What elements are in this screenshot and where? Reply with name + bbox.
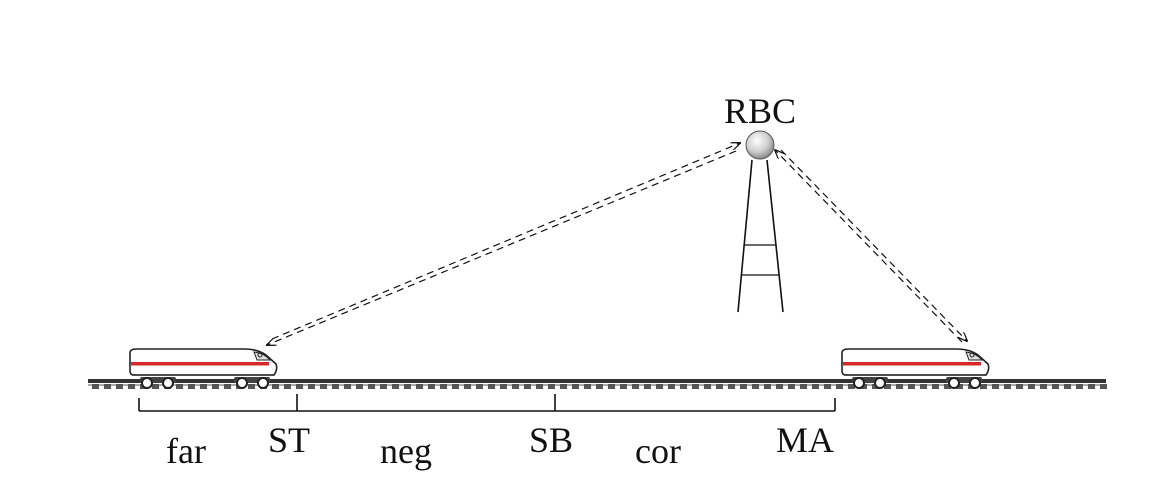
track-sleeper xyxy=(404,384,411,389)
track-sleeper xyxy=(212,384,219,389)
track-sleeper xyxy=(296,384,303,389)
track-sleeper xyxy=(548,384,555,389)
track-sleeper xyxy=(944,384,951,389)
track-sleeper xyxy=(392,384,399,389)
track-sleeper xyxy=(248,384,255,389)
label-sb: SB xyxy=(529,420,573,460)
track-sleeper xyxy=(188,384,195,389)
track-sleeper xyxy=(452,384,459,389)
label-far: far xyxy=(166,431,206,471)
track-sleeper xyxy=(704,384,711,389)
track-sleeper xyxy=(956,384,963,389)
track-sleeper xyxy=(512,384,519,389)
track-sleeper xyxy=(992,384,999,389)
rbc-label: RBC xyxy=(724,91,796,131)
label-st: ST xyxy=(268,420,310,460)
track-sleeper xyxy=(584,384,591,389)
track-sleeper xyxy=(1052,384,1059,389)
track-sleeper xyxy=(416,384,423,389)
track-sleeper xyxy=(884,384,891,389)
track-sleeper xyxy=(764,384,771,389)
track-sleeper xyxy=(200,384,207,389)
radio-link-right xyxy=(775,150,967,342)
track-sleeper xyxy=(608,384,615,389)
track-sleeper xyxy=(440,384,447,389)
track-sleeper xyxy=(128,384,135,389)
label-neg: neg xyxy=(380,431,432,471)
track-sleeper xyxy=(572,384,579,389)
track-sleeper xyxy=(476,384,483,389)
track-sleeper xyxy=(116,384,123,389)
track-sleeper xyxy=(224,384,231,389)
track-sleeper xyxy=(320,384,327,389)
track-sleeper xyxy=(620,384,627,389)
track-sleeper xyxy=(908,384,915,389)
track-sleeper xyxy=(776,384,783,389)
track-sleeper xyxy=(596,384,603,389)
track-sleeper xyxy=(284,384,291,389)
track-sleeper xyxy=(272,384,279,389)
track-sleeper xyxy=(560,384,567,389)
track-sleeper xyxy=(812,384,819,389)
track-sleeper xyxy=(1040,384,1047,389)
track-sleeper xyxy=(332,384,339,389)
radio-tower-icon xyxy=(737,130,784,313)
track-sleeper xyxy=(896,384,903,389)
track-sleeper xyxy=(1016,384,1023,389)
track-sleeper xyxy=(932,384,939,389)
label-ma: MA xyxy=(776,420,834,460)
track-sleeper xyxy=(92,384,99,389)
track-sleeper xyxy=(152,384,159,389)
track-sleeper xyxy=(1076,384,1083,389)
track-sleeper xyxy=(980,384,987,389)
track-sleeper xyxy=(644,384,651,389)
track-sleeper xyxy=(716,384,723,389)
track-sleeper xyxy=(848,384,855,389)
track-sleeper xyxy=(464,384,471,389)
track-sleeper xyxy=(740,384,747,389)
track-sleeper xyxy=(752,384,759,389)
track-sleeper xyxy=(1004,384,1011,389)
track-sleeper xyxy=(1064,384,1071,389)
track-sleeper xyxy=(680,384,687,389)
zone-bracket xyxy=(138,394,836,412)
track-sleeper xyxy=(356,384,363,389)
track-sleeper xyxy=(344,384,351,389)
track-sleeper xyxy=(824,384,831,389)
track-sleeper xyxy=(668,384,675,389)
track-sleeper xyxy=(692,384,699,389)
track-sleeper xyxy=(1028,384,1035,389)
track-sleeper xyxy=(536,384,543,389)
track-sleeper xyxy=(728,384,735,389)
track-sleeper xyxy=(632,384,639,389)
track-sleeper xyxy=(308,384,315,389)
track-sleeper xyxy=(836,384,843,389)
track-sleeper xyxy=(788,384,795,389)
label-cor: cor xyxy=(635,431,681,471)
radio-link-left xyxy=(267,143,740,345)
track-sleeper xyxy=(500,384,507,389)
track-sleeper xyxy=(1088,384,1095,389)
track-sleeper xyxy=(368,384,375,389)
track-sleeper xyxy=(656,384,663,389)
track-sleeper xyxy=(800,384,807,389)
track-sleeper xyxy=(176,384,183,389)
track-sleeper xyxy=(428,384,435,389)
track-sleeper xyxy=(920,384,927,389)
track-sleeper xyxy=(1100,384,1107,389)
track-sleeper xyxy=(104,384,111,389)
track-sleeper xyxy=(380,384,387,389)
track-sleeper xyxy=(488,384,495,389)
track-sleeper xyxy=(524,384,531,389)
